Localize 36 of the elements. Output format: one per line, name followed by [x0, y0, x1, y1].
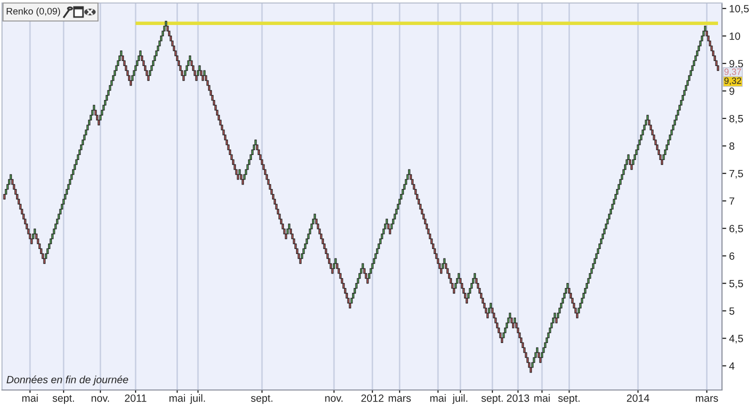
y-tick-label: 8	[729, 142, 734, 150]
x-tick-label: mai	[534, 394, 550, 402]
text: 9,37	[724, 68, 742, 76]
y-tick-label: 7	[729, 198, 734, 205]
y-tick-label: 4,5	[729, 334, 743, 344]
y-tick-label: 6,5	[729, 224, 743, 234]
x-tick-label: 2013	[506, 394, 530, 402]
y-tick-label: 6	[729, 252, 734, 260]
x-tick-label: 2014	[626, 394, 650, 402]
x-tick-label: mai	[170, 394, 185, 402]
y-tick-label: 10	[730, 32, 740, 40]
x-tick-label: mai	[430, 394, 446, 402]
chart-title: Renko (0,09)	[6, 8, 60, 16]
y-tick-label: 7,5	[729, 170, 743, 179]
x-tick-label: 2012	[361, 394, 384, 402]
y-tick-label: 5,5	[729, 280, 743, 288]
x-tick-label: sept.	[52, 394, 74, 404]
x-tick-label: mai	[22, 394, 38, 402]
x-tick-label: nov.	[325, 396, 343, 402]
x-tick-label: sept.	[251, 394, 272, 404]
x-tick-label: sept.	[558, 394, 580, 404]
y-tick-label: 4	[729, 362, 734, 370]
x-tick-label: 2011	[124, 394, 146, 402]
x-tick-label: sept.	[481, 394, 503, 404]
x-tick-label: juil.	[190, 394, 205, 404]
y-tick-label: 5	[729, 307, 734, 315]
annotation: Données en fin de journée	[6, 376, 128, 386]
y-tick-label: 10,5	[730, 5, 749, 14]
y-tick-label: 9,5	[729, 60, 743, 69]
x-tick-label: nov.	[92, 396, 109, 402]
y-tick-label: 8,5	[729, 114, 743, 124]
text: 9,32	[724, 78, 742, 85]
y-tick-label: 9	[729, 87, 734, 95]
x-tick-label: mars	[388, 396, 411, 402]
x-tick-label: mars	[696, 396, 718, 402]
x-tick-label: juil.	[452, 394, 468, 404]
